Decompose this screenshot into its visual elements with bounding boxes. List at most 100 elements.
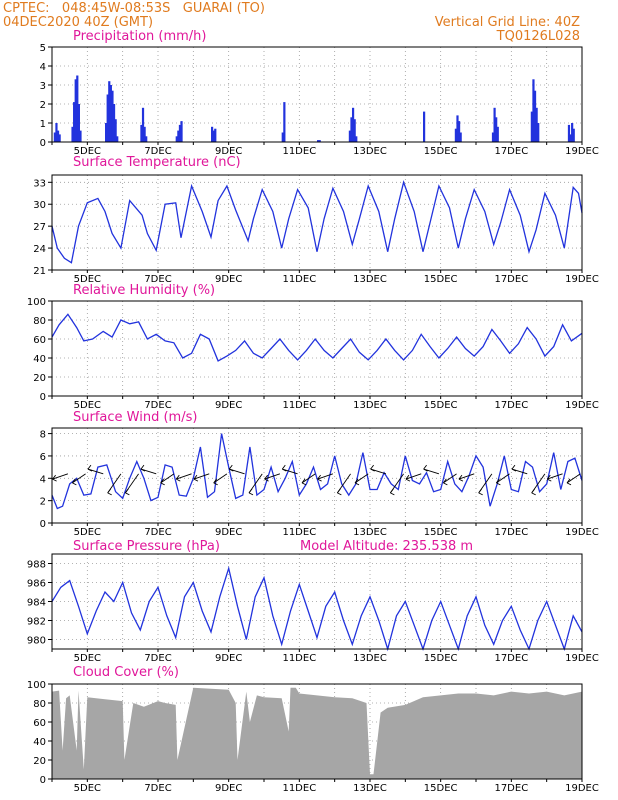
wind-arrow-head	[175, 474, 181, 482]
pressure-ytick-label: 988	[27, 560, 46, 571]
precipitation-xtick-label: 19DEC	[565, 146, 599, 157]
precipitation-bar	[55, 123, 58, 142]
wind-arrow-head	[87, 464, 93, 472]
cloud-cover-frame	[51, 683, 583, 780]
cloud-cover-area	[52, 687, 582, 779]
temperature-xtick-label: 15DEC	[424, 274, 458, 285]
wind-arrow-head	[160, 478, 165, 486]
cloud-cover-xtick-label: 13DEC	[353, 783, 387, 794]
precipitation-ytick-label: 0	[40, 138, 46, 149]
precipitation-bar	[116, 136, 119, 142]
pressure-xtick-label: 19DEC	[565, 653, 599, 664]
pressure-ytick-label: 986	[27, 579, 46, 590]
pressure-ytick-label: 984	[27, 598, 46, 609]
precipitation-xtick-label: 15DEC	[424, 146, 458, 157]
precipitation-bar	[567, 124, 571, 142]
humidity-xtick-label: 7DEC	[144, 400, 171, 411]
cloud-cover-xtick-label: 9DEC	[215, 783, 242, 794]
wind-arrow-head	[264, 474, 269, 482]
precipitation-bar	[317, 140, 320, 142]
header-grid-note: Vertical Grid Line: 40Z	[434, 15, 580, 30]
wind-arrow-head	[193, 474, 199, 482]
temperature-xtick-label: 19DEC	[565, 274, 599, 285]
precipitation-bar	[77, 104, 80, 142]
wind-ytick-label: 6	[40, 452, 46, 463]
wind-frame	[51, 427, 583, 524]
precipitation-bar	[572, 128, 575, 142]
precipitation-bar	[495, 117, 498, 142]
wind-xtick-label: 11DEC	[282, 527, 316, 538]
precipitation-bar	[58, 134, 61, 142]
wind-arrow-shaft	[193, 473, 210, 480]
precipitation-bar	[76, 75, 79, 142]
wind-arrow-shaft	[354, 473, 369, 484]
precipitation-bar	[114, 119, 117, 142]
cloud-cover-ytick-label: 20	[33, 756, 46, 767]
wind-arrow-head	[281, 464, 287, 472]
humidity-series-line	[51, 313, 583, 362]
humidity-xtick-label: 19DEC	[565, 400, 599, 411]
precipitation-bar	[53, 132, 56, 142]
humidity-ytick-label: 40	[33, 354, 46, 365]
header-model-code: TQ0126L028	[496, 29, 580, 44]
precipitation-ytick-label: 2	[40, 100, 46, 111]
humidity-xtick-label: 9DEC	[215, 400, 242, 411]
pressure-xtick-label: 7DEC	[144, 653, 171, 664]
precipitation-bar	[56, 130, 60, 142]
wind-xtick-label: 7DEC	[144, 527, 171, 538]
cloud-cover-ytick-label: 60	[33, 718, 46, 729]
temperature-ytick-label: 27	[33, 222, 46, 233]
wind-ytick-label: 0	[40, 519, 46, 530]
wind-arrow-shaft	[317, 473, 334, 480]
temperature-xtick-label: 13DEC	[353, 274, 387, 285]
wind-arrow-head	[390, 488, 395, 496]
wind-arrow-shaft	[547, 473, 563, 480]
wind-arrow-head	[107, 488, 112, 496]
wind-arrow-head	[405, 474, 411, 482]
temperature-frame	[51, 174, 583, 271]
wind-xtick-label: 19DEC	[565, 527, 599, 538]
temperature-ytick-label: 24	[33, 244, 46, 255]
pressure-xtick-label: 13DEC	[353, 653, 387, 664]
precipitation-bar	[537, 123, 540, 142]
humidity-title: Relative Humidity (%)	[73, 283, 215, 298]
humidity-frame	[51, 300, 583, 397]
wind-series-line	[51, 433, 583, 510]
wind-arrow-head	[443, 478, 448, 486]
precipitation-ytick-label: 5	[40, 43, 46, 54]
wind-arrow-shaft	[458, 473, 475, 480]
wind-arrow-head	[52, 474, 57, 482]
precipitation-bar	[112, 104, 116, 142]
wind-ytick-label: 8	[40, 430, 46, 441]
precipitation-xtick-label: 11DEC	[282, 146, 316, 157]
wind-arrow-shaft	[160, 473, 175, 484]
precipitation-bar	[530, 111, 533, 142]
cloud-cover-ytick-label: 80	[33, 699, 46, 710]
precipitation-xtick-label: 13DEC	[353, 146, 387, 157]
precipitation-bar	[350, 117, 353, 142]
temperature-series-line	[51, 180, 583, 264]
precipitation-bar	[214, 128, 217, 142]
humidity-ytick-label: 20	[33, 373, 46, 384]
cloud-cover-xtick-label: 11DEC	[282, 783, 316, 794]
precipitation-bar	[535, 107, 538, 142]
wind-arrow-head	[140, 464, 146, 472]
humidity-xtick-label: 17DEC	[494, 400, 528, 411]
wind-arrow-shaft	[405, 473, 422, 480]
precipitation-xtick-label: 17DEC	[494, 146, 528, 157]
pressure-series-line	[51, 565, 583, 652]
pressure-ytick-label: 980	[27, 636, 46, 647]
humidity-xtick-label: 11DEC	[282, 400, 316, 411]
precipitation-bar	[105, 123, 108, 142]
wind-arrow-head	[337, 488, 342, 496]
wind-arrow-head	[496, 478, 501, 486]
precipitation-bar	[355, 136, 358, 142]
wind-arrow-shaft	[566, 473, 581, 484]
wind-arrow-shaft	[496, 473, 510, 484]
humidity-ytick-label: 0	[40, 392, 46, 403]
humidity-xtick-label: 13DEC	[353, 400, 387, 411]
precipitation-bar	[71, 126, 74, 142]
precipitation-bar	[533, 90, 537, 142]
pressure-xtick-label: 9DEC	[215, 653, 242, 664]
